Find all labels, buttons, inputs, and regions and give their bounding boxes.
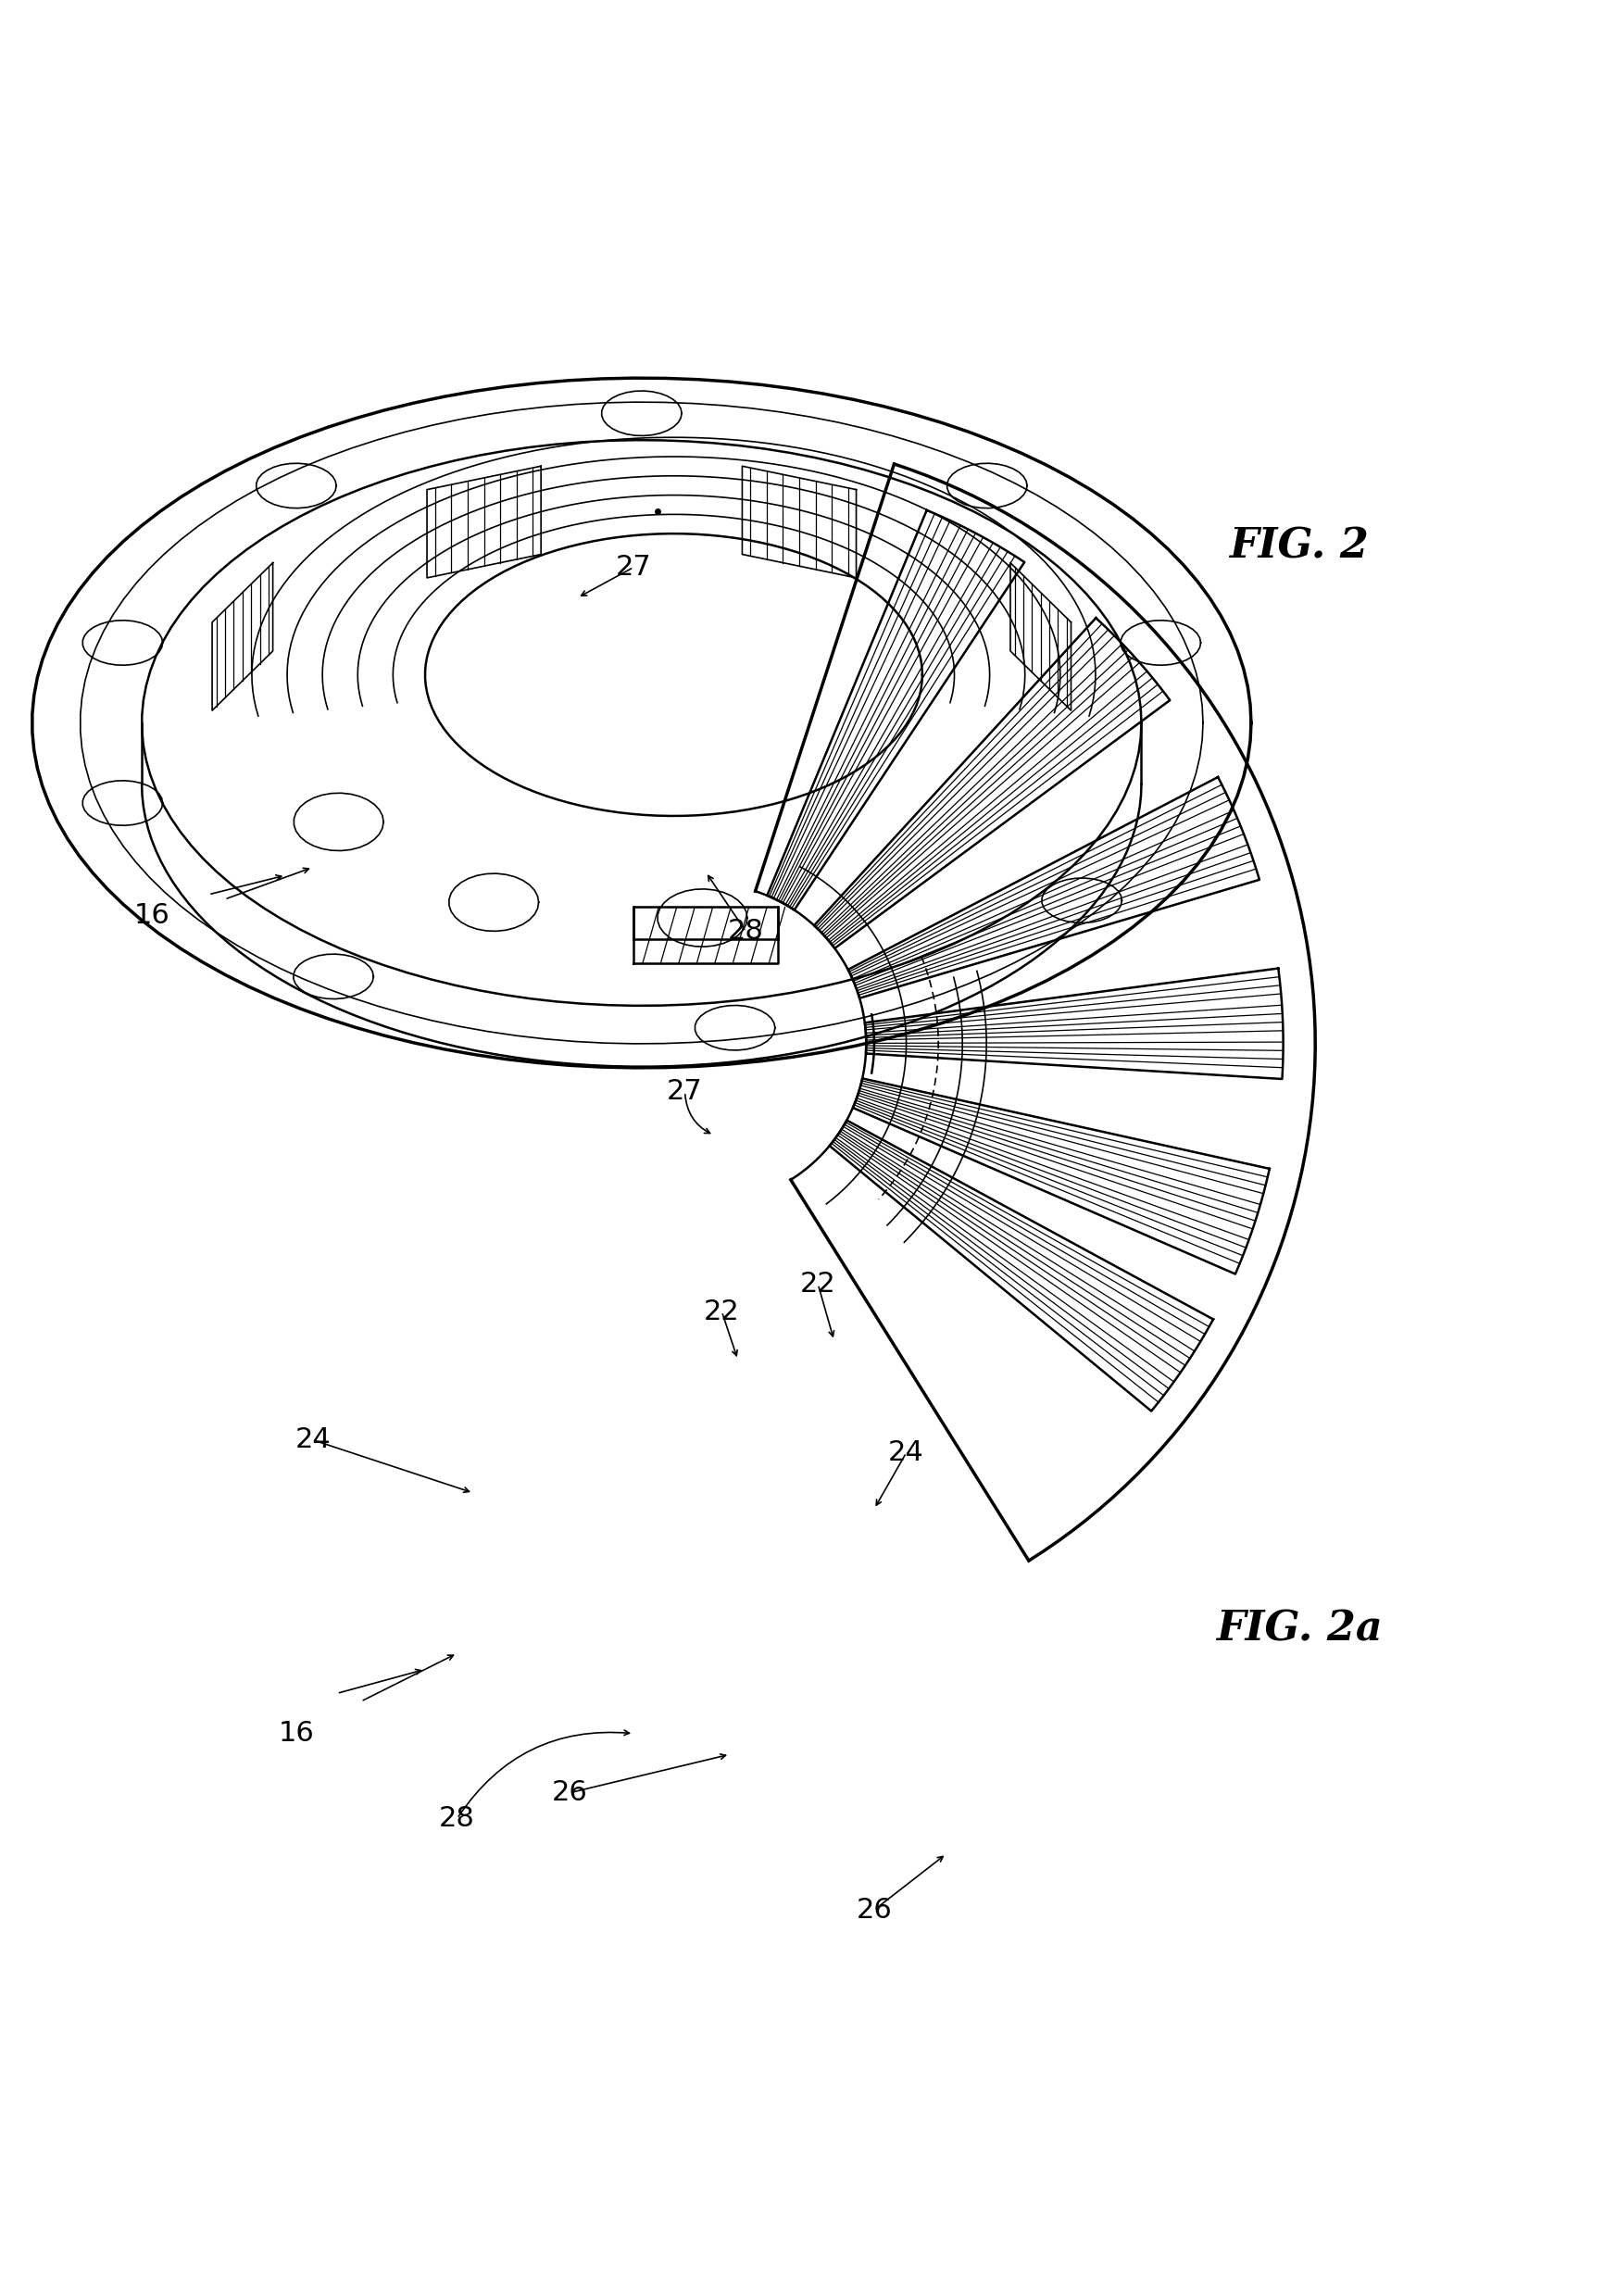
Text: 22: 22 [800, 1272, 836, 1297]
Text: 27: 27 [616, 553, 651, 581]
Text: 26: 26 [552, 1779, 587, 1807]
Text: 16: 16 [135, 902, 170, 930]
Text: 26: 26 [857, 1896, 892, 1924]
Text: 28: 28 [439, 1805, 475, 1832]
Text: 24: 24 [889, 1440, 924, 1467]
Text: 27: 27 [667, 1079, 703, 1104]
Text: 22: 22 [704, 1297, 739, 1325]
Text: 16: 16 [279, 1720, 314, 1747]
Text: 24: 24 [295, 1426, 330, 1453]
Text: FIG. 2: FIG. 2 [1229, 526, 1370, 567]
Text: 28: 28 [728, 918, 764, 946]
Text: FIG. 2a: FIG. 2a [1216, 1609, 1383, 1649]
